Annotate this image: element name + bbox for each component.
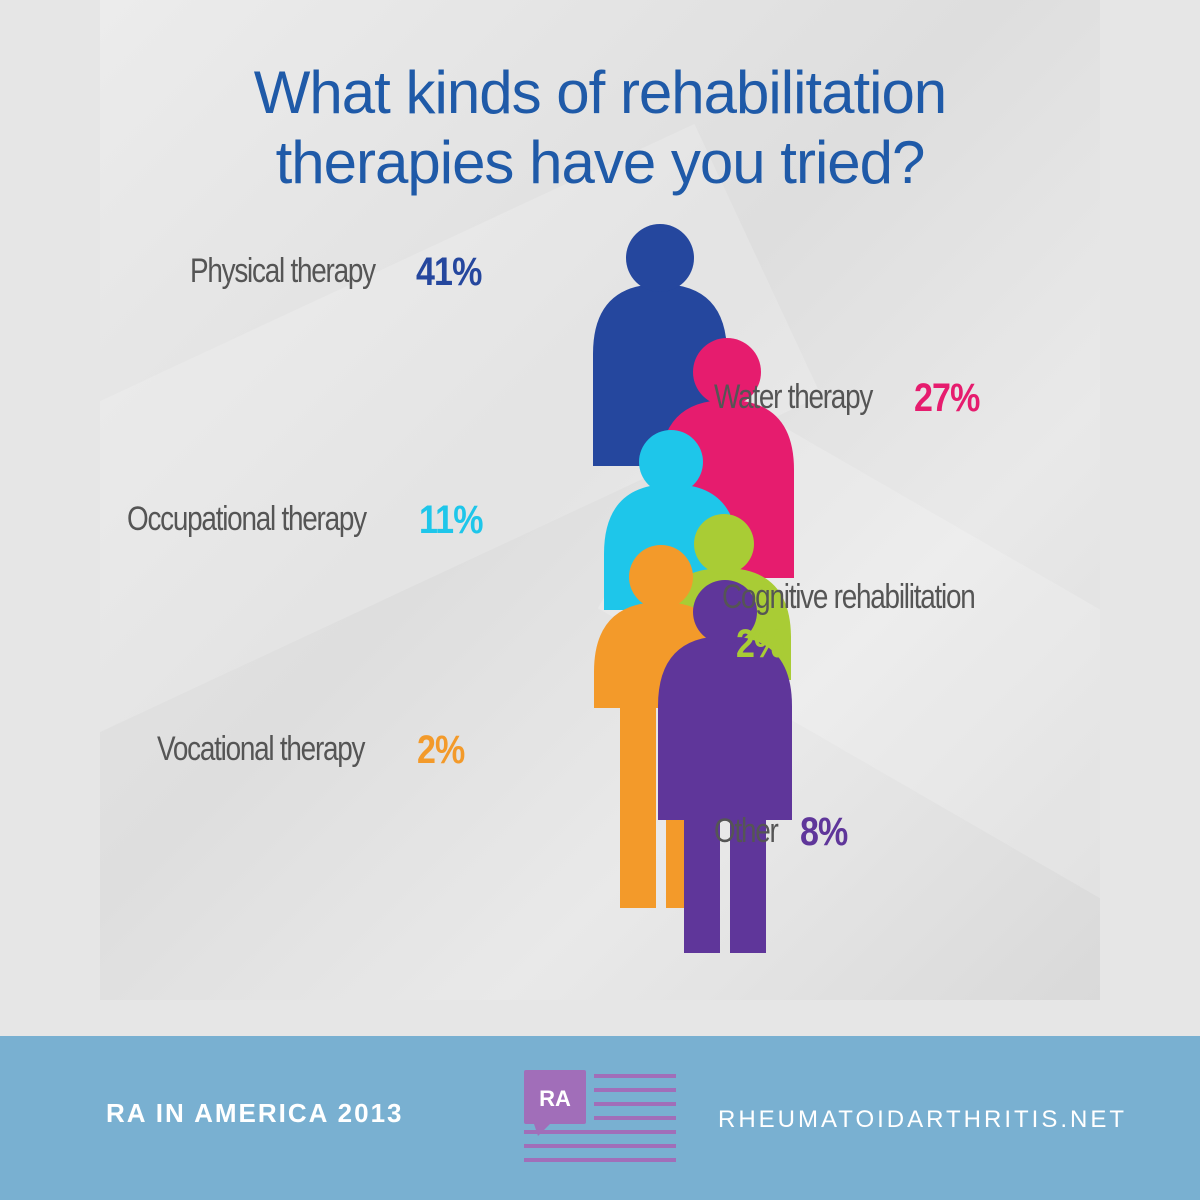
figure-head bbox=[693, 338, 761, 406]
logo-stripe bbox=[524, 1144, 676, 1148]
footer-bar: RA IN AMERICA 2013 RA RHEUMATOIDARTHRITI… bbox=[0, 1036, 1200, 1200]
logo-stripe bbox=[594, 1088, 676, 1092]
figure-left-leg bbox=[684, 818, 720, 953]
value-label-physical-therapy: 41% bbox=[416, 250, 482, 294]
figure-head bbox=[639, 430, 703, 494]
category-label-vocational-therapy: Vocational therapy bbox=[157, 730, 365, 768]
footer-website: RHEUMATOIDARTHRITIS.NET bbox=[718, 1106, 1128, 1133]
value-label-vocational-therapy: 2% bbox=[417, 728, 465, 772]
chart-title: What kinds of rehabilitation therapies h… bbox=[100, 58, 1100, 198]
figure-head bbox=[629, 545, 693, 609]
value-label-other: 8% bbox=[800, 810, 848, 854]
chart-title-line-1: What kinds of rehabilitation bbox=[253, 59, 947, 126]
chart-title-line-2: therapies have you tried? bbox=[275, 129, 926, 196]
category-label-water-therapy: Water therapy bbox=[714, 378, 873, 416]
figure-head bbox=[694, 514, 754, 574]
logo-text: RA bbox=[539, 1086, 571, 1111]
footer-campaign-title: RA IN AMERICA 2013 bbox=[106, 1098, 404, 1128]
logo-stripe bbox=[594, 1116, 676, 1120]
logo-stripe bbox=[524, 1158, 676, 1162]
logo-stripe bbox=[594, 1102, 676, 1106]
figure-right-leg bbox=[730, 818, 766, 953]
value-label-occupational-therapy: 11% bbox=[419, 498, 483, 542]
ra-logo: RA bbox=[524, 1070, 676, 1162]
figure-left-leg bbox=[620, 706, 656, 908]
category-label-occupational-therapy: Occupational therapy bbox=[127, 500, 367, 538]
category-label-physical-therapy: Physical therapy bbox=[190, 252, 376, 290]
category-label-other: Other bbox=[714, 812, 779, 850]
figure-head bbox=[626, 224, 694, 292]
logo-stripe bbox=[594, 1074, 676, 1078]
value-label-water-therapy: 27% bbox=[914, 376, 980, 420]
infographic-card: What kinds of rehabilitation therapies h… bbox=[100, 0, 1100, 1000]
category-label-cognitive-rehabilitation: Cognitive rehabilitation bbox=[722, 578, 976, 616]
figure-head bbox=[693, 580, 757, 644]
figure-body bbox=[658, 636, 792, 820]
logo-stripes bbox=[524, 1074, 676, 1162]
logo-stripe bbox=[524, 1130, 676, 1134]
people-figures bbox=[593, 224, 794, 953]
value-label-cognitive-rehabilitation: 2% bbox=[736, 622, 784, 666]
figure-other bbox=[658, 580, 792, 953]
